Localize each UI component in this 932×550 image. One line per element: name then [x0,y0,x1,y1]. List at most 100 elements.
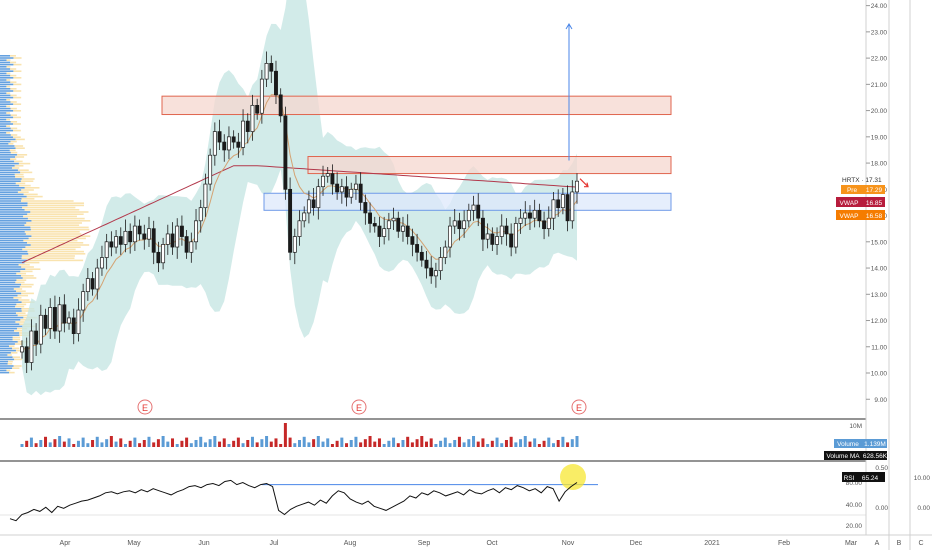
candle-body [62,304,67,324]
svg-text:VWAP: VWAP [840,200,859,207]
volume-profile-bar [0,151,11,154]
volume-profile-bar [0,250,28,253]
svg-text:16.85: 16.85 [866,200,883,207]
volume-profile-bar [0,134,11,136]
volume-profile-bar [12,136,21,138]
volume-profile-bar [0,239,24,242]
volume-bar [67,438,71,447]
svg-text:E: E [576,403,582,413]
volume-bar [462,442,466,447]
volume-profile-bar [0,343,15,345]
volume-profile-bar [0,143,9,145]
volume-profile-bar [26,259,84,262]
volume-bar [368,436,372,447]
earnings-marker[interactable]: E [571,399,587,415]
resistance-zone-upper[interactable] [161,95,672,116]
volume-profile-bar [0,235,32,237]
target-arrow[interactable] [565,23,573,161]
volume-bar [312,439,316,447]
candle-body [443,246,448,258]
price-tick-label: 19.00 [871,134,888,141]
price-tick-label: 12.00 [871,318,888,325]
volume-bar [354,436,358,447]
volume-profile-bar [9,149,16,152]
volume-profile-bar [0,365,14,367]
side-column-label[interactable]: B [897,540,902,547]
price-tick-label: 20.00 [871,108,888,115]
candle-body [274,70,278,96]
volume-profile-bar [0,74,11,77]
price-axis[interactable]: 24.0023.0022.0021.0020.0019.0018.0017.00… [866,3,887,404]
volume-profile-bar [21,292,34,295]
volume-profile-bar [6,112,11,114]
rsi-legend: RSI 65.24 [842,472,885,482]
volume-profile-bar [12,347,20,350]
volume-profile-bar [0,110,14,112]
candle-body [382,228,387,237]
volume-profile-bar [0,90,14,92]
volume-profile-bar [0,176,16,178]
resistance-zone-lower[interactable] [307,156,672,175]
volume-profile-bar [0,147,16,149]
volume-profile-bar [10,68,17,70]
volume-bar [241,443,245,447]
volume-profile-bar [26,222,82,224]
volume-profile-bar [6,369,11,372]
volume-bar [509,436,513,447]
volume-profile-bar [21,198,35,200]
candle-body [523,212,528,219]
volume-profile-bar [10,151,18,154]
candle-body [212,131,217,156]
volume-profile-bar [0,264,19,266]
volume-profile-bar [25,246,81,248]
volume-profile-bar [12,367,20,369]
volume-profile-bar [21,266,34,268]
volume-bar [48,442,52,447]
volume-bar [227,444,231,447]
volume-legend: Volume 1.139M [834,439,887,448]
candle-body [325,173,330,177]
side-column-label[interactable]: C [918,540,923,547]
volume-bar [429,438,433,447]
volume-bar [326,438,330,447]
volume-profile-bar [0,59,7,61]
volume-profile-bar [0,358,15,361]
candle-body [410,236,415,245]
volume-profile-bar [0,303,17,306]
volume-profile-bar [0,266,22,268]
volume-profile-bar [0,268,26,270]
time-axis-label: Jul [270,540,279,547]
side-column-label[interactable]: A [875,540,880,547]
volume-bar [25,440,29,447]
candle-body [198,207,203,222]
candle-body [306,199,311,214]
candle-body [132,225,137,243]
volume-profile-bar [21,301,35,303]
volume-profile-bar [0,187,25,189]
volume-profile-bar [15,182,26,185]
earnings-marker[interactable]: E [137,399,153,415]
volume-profile-bar [15,156,25,158]
rsi-highlight-circle[interactable] [560,464,586,490]
volume-profile-bar [0,99,7,101]
volume-bar [175,444,179,447]
svg-text:Volume MA: Volume MA [826,453,860,460]
earnings-marker[interactable]: E [351,399,367,415]
volume-profile-bar [0,77,14,79]
volume-profile-bar [14,145,24,147]
volume-profile-bar [0,349,16,352]
volume-profile-bar [15,176,25,178]
volume-bar [58,436,62,447]
price-tick-label: 10.00 [871,371,888,378]
volume-bar [119,438,123,447]
candle-body [565,194,570,222]
support-zone[interactable] [263,192,672,211]
volume-profile-bar [0,112,7,114]
candle-body [76,309,81,334]
volume-bar [495,437,499,447]
candle-body [513,223,518,248]
volume-bar [62,441,66,447]
time-axis-label: Jun [198,540,209,547]
candle-body [236,141,241,148]
volume-bar [349,440,353,447]
